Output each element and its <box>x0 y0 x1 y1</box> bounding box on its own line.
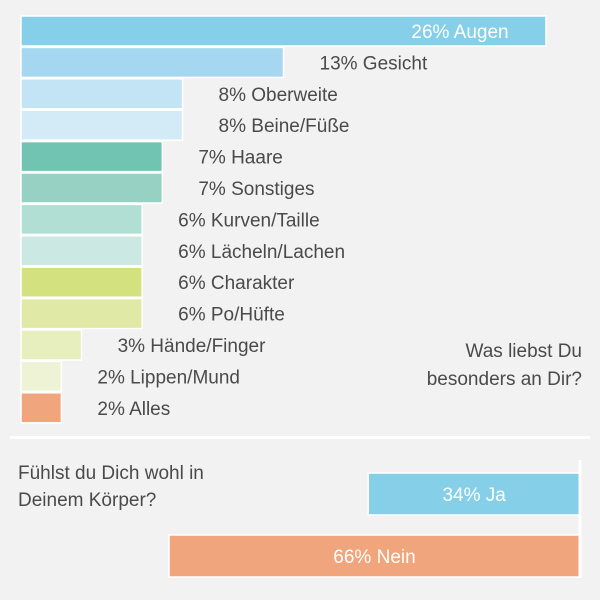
bar-3 <box>20 109 184 141</box>
bar-1 <box>20 46 285 79</box>
bar-label-2: 8% Oberweite <box>219 85 338 106</box>
bar-label-0: 34% Ja <box>442 485 506 506</box>
bar-label-11: 2% Lippen/Mund <box>97 367 240 388</box>
bar-label-9: 6% Po/Hüfte <box>178 305 285 326</box>
bar-8 <box>20 266 143 298</box>
question-body-comfort: Fühlst du Dich wohl in Deinem Körper? <box>18 460 318 514</box>
bar-5 <box>20 172 164 204</box>
bar-label-8: 6% Charakter <box>178 273 295 294</box>
bar-label-10: 3% Hände/Finger <box>118 336 267 357</box>
bar-label-4: 7% Haare <box>198 148 283 169</box>
bar-label-1: 66% Nein <box>333 547 415 568</box>
bar-label-0: 26% Augen <box>411 22 508 43</box>
bar-0 <box>20 15 547 47</box>
bar-label-6: 6% Kurven/Taille <box>178 210 320 231</box>
bar-0 <box>367 472 581 516</box>
bar-2 <box>20 78 184 110</box>
bar-9 <box>20 297 143 330</box>
bar-label-7: 6% Lächeln/Lachen <box>178 242 345 263</box>
bar-label-1: 13% Gesicht <box>320 53 428 74</box>
bar-7 <box>20 235 143 267</box>
question-body-preferences: Was liebst Du besonders an Dir? <box>400 338 582 394</box>
chart-body-preferences: 26% Augen 13% Gesicht 8% Oberweite 8% Beine… <box>20 15 547 424</box>
bar-6 <box>20 203 143 236</box>
bar-11 <box>20 360 63 393</box>
question-line-1: Fühlst du Dich wohl in <box>18 463 204 484</box>
question-line-2: Deinem Körper? <box>18 490 157 511</box>
bar-4 <box>20 140 164 173</box>
bar-1 <box>168 534 581 578</box>
bar-label-3: 8% Beine/Füße <box>219 116 350 137</box>
bar-label-12: 2% Alles <box>97 399 170 420</box>
question-line-2: besonders an Dir? <box>426 369 582 390</box>
section-divider <box>10 436 590 439</box>
bar-12 <box>20 392 63 424</box>
question-line-1: Was liebst Du <box>465 341 583 362</box>
bar-10 <box>20 329 83 361</box>
bar-label-5: 7% Sonstiges <box>198 179 314 200</box>
